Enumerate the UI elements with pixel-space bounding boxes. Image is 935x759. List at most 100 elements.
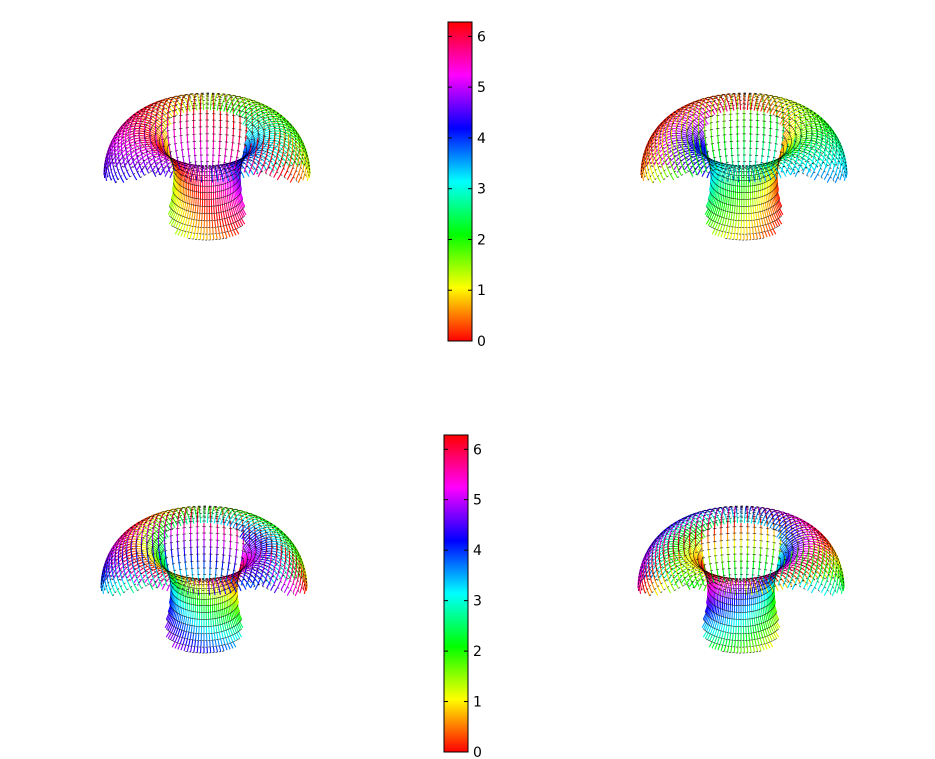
- torus-mesh-segment: [200, 168, 203, 172]
- torus-mesh-segment: [762, 203, 766, 211]
- torus-dash-segment: [180, 114, 188, 116]
- torus-mesh-segment: [187, 203, 191, 212]
- torus-mesh-segment: [212, 227, 214, 234]
- torus-mesh-segment: [119, 146, 126, 151]
- torus-mesh-segment: [229, 156, 232, 164]
- torus-mesh-segment: [216, 167, 219, 172]
- torus-mesh-segment: [127, 148, 133, 153]
- torus-mesh-segment: [719, 217, 723, 224]
- torus-mesh-segment: [232, 97, 236, 101]
- torus-mesh-segment: [660, 173, 665, 181]
- torus-mesh-segment: [767, 230, 771, 237]
- torus-mesh-segment: [134, 118, 138, 125]
- torus-mesh-segment: [165, 157, 170, 160]
- torus-mesh-segment: [225, 141, 227, 150]
- torus-mesh-segment: [223, 196, 225, 205]
- torus-mesh-segment: [218, 155, 220, 162]
- torus-dash-segment: [226, 134, 234, 137]
- torus-mesh-segment: [733, 212, 735, 221]
- torus-mesh-segment: [719, 209, 723, 217]
- torus-mesh-segment: [717, 200, 720, 209]
- torus-mesh-segment: [230, 175, 233, 182]
- torus-mesh-segment: [720, 231, 724, 238]
- torus-mesh-segment: [752, 205, 755, 214]
- torus-mesh-segment: [728, 226, 731, 233]
- torus-mesh-segment: [238, 212, 242, 219]
- torus-dash-segment: [219, 141, 227, 143]
- torus-mesh-segment: [120, 167, 125, 175]
- torus-dash-segment: [180, 222, 184, 225]
- torus-mesh-segment: [698, 161, 703, 166]
- torus-dash-segment: [250, 168, 256, 171]
- torus-mesh-segment: [218, 212, 221, 220]
- torus-mesh-segment: [286, 173, 291, 181]
- torus-mesh-segment: [236, 165, 240, 172]
- torus-mesh-segment: [164, 140, 169, 147]
- torus-mesh-segment: [667, 168, 671, 175]
- torus-mesh-segment: [192, 174, 195, 180]
- torus-mesh-segment: [225, 203, 229, 211]
- torus-mesh-segment: [177, 215, 182, 223]
- torus-mesh-segment: [162, 109, 167, 115]
- torus-mesh-segment: [167, 166, 171, 173]
- torus-mesh-segment: [175, 198, 179, 206]
- torus-mesh-segment: [651, 173, 656, 181]
- torus-dash-segment: [246, 136, 249, 139]
- torus-dash-segment: [241, 116, 245, 119]
- torus-mesh-segment: [140, 169, 145, 176]
- torus-mesh-segment: [751, 227, 754, 234]
- torus-mesh-segment: [136, 171, 141, 178]
- torus-dash-segment: [226, 127, 234, 129]
- torus-mesh-segment: [242, 208, 247, 216]
- torus-mesh-segment: [681, 131, 688, 134]
- torus-dash-segment: [144, 172, 149, 176]
- torus-mesh-segment: [244, 103, 249, 108]
- torus-dash-segment: [170, 217, 173, 219]
- torus-mesh-segment: [172, 184, 175, 192]
- torus-mesh-segment: [152, 156, 157, 164]
- torus-mesh-segment: [165, 159, 169, 167]
- torus-dash-segment: [290, 173, 294, 178]
- torus-mesh-segment: [233, 192, 236, 200]
- torus-dash-segment: [151, 164, 156, 168]
- torus-mesh-segment: [764, 202, 768, 210]
- torus-mesh-segment: [214, 220, 217, 228]
- torus-mesh-segment: [212, 233, 215, 240]
- torus-dash-segment: [182, 99, 189, 102]
- torus-mesh-segment: [234, 100, 238, 105]
- torus-mesh-segment: [656, 146, 663, 151]
- torus-mesh-segment: [237, 220, 242, 227]
- torus-mesh-segment: [689, 116, 695, 121]
- torus-mesh-segment: [150, 111, 153, 118]
- torus-dash-segment: [172, 209, 175, 212]
- torus-mesh-segment: [188, 169, 192, 174]
- torus-mesh-segment: [289, 167, 294, 175]
- torus-mesh-segment: [228, 224, 232, 231]
- torus-mesh-segment: [701, 171, 706, 177]
- torus-mesh-segment: [131, 116, 136, 122]
- torus-dash-segment: [239, 136, 246, 139]
- torus-mesh-segment: [193, 170, 196, 175]
- torus-mesh-segment: [228, 217, 232, 224]
- torus-dash-segment: [148, 170, 154, 174]
- torus-mesh-segment: [683, 124, 689, 128]
- torus-mesh-segment: [266, 120, 272, 124]
- torus-dash-segment: [162, 164, 167, 167]
- torus-mesh-segment: [298, 167, 302, 174]
- torus-mesh-segment: [143, 113, 149, 116]
- torus-mesh-segment: [718, 175, 721, 182]
- torus-mesh-segment: [149, 136, 156, 141]
- torus-mesh-segment: [164, 139, 170, 146]
- torus-mesh-segment: [194, 226, 197, 234]
- torus-dash-segment: [239, 184, 241, 187]
- torus-mesh-segment: [225, 225, 229, 232]
- torus-mesh-segment: [177, 172, 180, 179]
- torus-mesh-segment: [726, 196, 728, 205]
- torus-mesh-segment: [181, 107, 185, 114]
- torus-mesh-segment: [149, 130, 156, 135]
- torus-mesh-segment: [145, 147, 151, 150]
- torus-mesh-segment: [727, 204, 730, 212]
- torus-mesh-segment: [241, 209, 245, 217]
- torus-mesh-segment: [133, 142, 136, 150]
- torus-mesh-segment: [762, 225, 766, 232]
